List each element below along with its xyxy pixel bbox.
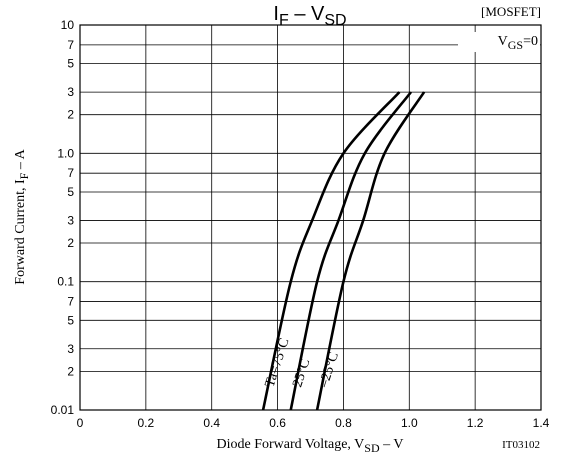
curve [289, 91, 412, 411]
figure-code: IT03102 [502, 439, 540, 451]
y-tick-label: 5 [67, 313, 74, 327]
curves [261, 91, 426, 411]
label-part: Diode Forward Voltage, V [217, 437, 365, 452]
x-tick-label: 0.6 [269, 416, 286, 430]
y-tick-label: 7 [67, 295, 74, 309]
curve-label: –25°C [316, 350, 342, 390]
cond-sub: GS [508, 38, 523, 52]
title-part: – V [289, 3, 325, 25]
cond-part: V [498, 34, 508, 49]
condition: VGS=0 [498, 34, 538, 52]
curve-label: Ta=75°C [263, 336, 293, 389]
y-tick-label: 3 [67, 213, 74, 227]
x-tick-label: 1.2 [467, 416, 484, 430]
y-tick-label: 2 [67, 236, 74, 250]
y-tick-label: 5 [67, 185, 74, 199]
condition-bg [458, 32, 540, 52]
y-tick-label: 1.0 [57, 146, 74, 160]
x-axis-label: Diode Forward Voltage, VSD – V [217, 437, 404, 455]
x-tick-label: 0 [77, 416, 84, 430]
grid [79, 24, 542, 411]
curve [315, 91, 426, 411]
y-tick-label: 0.1 [57, 275, 74, 289]
y-axis-label: Forward Current, IF – A [13, 148, 31, 284]
y-tick-label: 5 [67, 57, 74, 71]
y-tick-label: 3 [67, 342, 74, 356]
title-part: I [273, 3, 279, 25]
y-tick-label: 2 [67, 364, 74, 378]
y-tick-label: 2 [67, 108, 74, 122]
note: [MOSFET] [481, 4, 541, 19]
x-tick-label: 1.0 [401, 416, 418, 430]
y-tick-label: 10 [61, 18, 75, 32]
y-tick-label: 0.01 [51, 403, 75, 417]
plot-frame [79, 24, 542, 411]
label-sub: SD [364, 441, 380, 455]
x-tick-label: 0.8 [335, 416, 352, 430]
x-tick-label: 0.2 [138, 416, 155, 430]
y-tick-label: 7 [67, 166, 74, 180]
x-tick-label: 1.4 [533, 416, 550, 430]
curve-label: 25°C [290, 357, 313, 389]
x-tick-label: 0.4 [203, 416, 220, 430]
label-part: – A [13, 148, 28, 172]
label-sub: F [17, 172, 31, 179]
curve [261, 91, 401, 411]
y-tick-label: 7 [67, 38, 74, 52]
label-part: – V [380, 437, 404, 452]
title-sub: F [279, 12, 289, 29]
y-tick-label: 3 [67, 85, 74, 99]
cond-part: =0 [523, 34, 538, 49]
label-part: Forward Current, I [13, 179, 28, 285]
